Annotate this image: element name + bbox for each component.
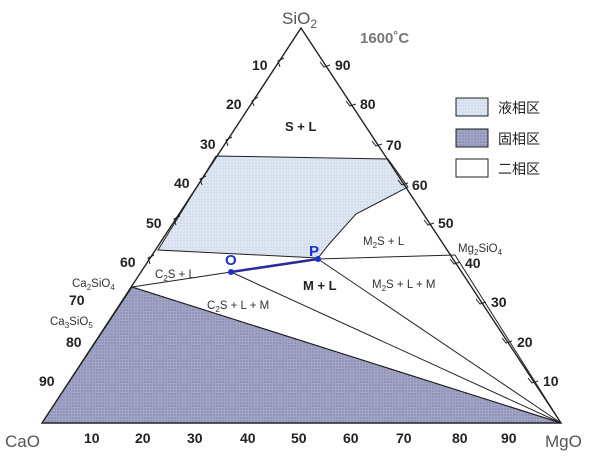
point-o-marker (228, 269, 234, 275)
bottom-tick-90: 90 (501, 430, 517, 446)
bottom-tick-40: 40 (240, 430, 256, 446)
legend-liquid-label: 液相区 (498, 101, 540, 117)
bottom-tick-30: 30 (187, 430, 203, 446)
left-tick-60: 60 (120, 254, 136, 270)
right-tick-80: 80 (360, 96, 376, 112)
right-tick-90: 90 (335, 57, 351, 73)
region-s-l-label: S + L (285, 119, 316, 134)
right-tick-70: 70 (386, 137, 402, 153)
bottom-tick-70: 70 (396, 430, 412, 446)
vertex-mgo-label: MgO (545, 432, 582, 451)
point-p-label: P (309, 243, 319, 260)
left-tick-10: 10 (252, 57, 268, 73)
left-tick-70: 70 (69, 292, 85, 308)
right-tick-20: 20 (517, 334, 533, 350)
right-edge-arrows (319, 61, 539, 384)
ca2sio4-mgo-line (131, 286, 562, 424)
legend-liquid-swatch (455, 97, 489, 117)
ca2sio4-o-line (131, 271, 232, 288)
right-tick-40: 40 (465, 255, 481, 271)
region-m2s-l-label: M2S + L (363, 236, 405, 250)
legend: 液相区 固相区 二相区 (455, 97, 540, 178)
ca2sio4-label: Ca2SiO4 (72, 278, 115, 292)
region-m2s-l-m-label: M2S + L + M (372, 279, 435, 293)
p-mg2sio4-line (317, 254, 456, 260)
legend-two-phase-label: 二相区 (498, 162, 540, 178)
left-tick-30: 30 (200, 136, 216, 152)
bottom-tick-60: 60 (343, 430, 359, 446)
right-axis-ticks: 90 80 70 60 50 40 30 20 10 (335, 57, 559, 389)
bottom-tick-10: 10 (84, 430, 100, 446)
p-mgo-line (317, 258, 562, 424)
left-edge-arrows (147, 57, 285, 265)
bottom-tick-50: 50 (291, 430, 307, 446)
o-mgo-line (230, 271, 562, 424)
left-tick-20: 20 (226, 96, 242, 112)
left-axis-ticks: 10 20 30 40 50 60 70 80 90 (39, 57, 268, 389)
left-tick-40: 40 (174, 175, 190, 191)
legend-solid-label: 固相区 (498, 132, 540, 148)
mg2sio4-label: Mg2SiO4 (458, 243, 503, 257)
point-p-marker (315, 256, 321, 262)
left-tick-50: 50 (146, 215, 162, 231)
liquid-region (157, 155, 409, 259)
left-tick-80: 80 (66, 334, 82, 350)
vertex-cao-label: CaO (5, 432, 40, 451)
point-o-label: O (225, 252, 237, 269)
left-tick-90: 90 (39, 373, 55, 389)
region-m-l-label: M + L (303, 278, 337, 293)
bottom-axis-ticks: 10 20 30 40 50 60 70 80 90 (84, 430, 517, 446)
region-c2s-l-label: C2S + L (155, 269, 196, 283)
right-tick-50: 50 (438, 215, 454, 231)
bottom-tick-20: 20 (135, 430, 151, 446)
o-p-line (230, 257, 319, 274)
right-tick-60: 60 (412, 177, 428, 193)
boundary-lines (131, 254, 562, 424)
solid-region (41, 286, 562, 424)
bottom-tick-80: 80 (452, 430, 468, 446)
triangle-outline (40, 26, 563, 424)
ca3sio5-label: Ca3SiO5 (50, 316, 93, 330)
vertex-sio2-label: SiO2 (282, 9, 317, 31)
region-c2s-l-m-label: C2S + L + M (207, 300, 269, 314)
right-tick-10: 10 (543, 373, 559, 389)
legend-solid-swatch (455, 128, 489, 148)
temperature-label: 1600˚C (360, 30, 409, 47)
right-tick-30: 30 (491, 294, 507, 310)
legend-two-phase-swatch (455, 158, 489, 178)
